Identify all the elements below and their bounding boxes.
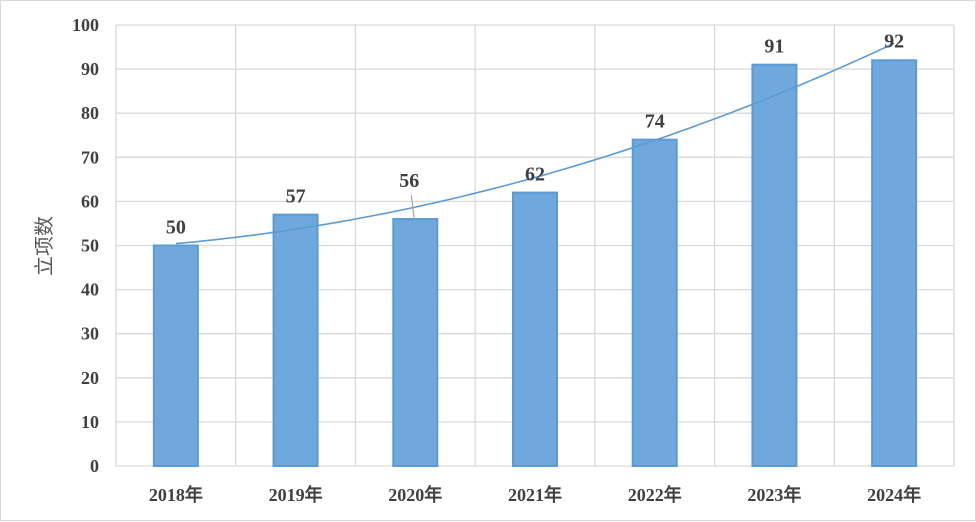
bar (392, 218, 439, 467)
x-tick-label: 2018年 (149, 484, 203, 505)
y-tick-label: 30 (81, 324, 99, 344)
bar (512, 191, 558, 468)
data-label: 57 (286, 186, 306, 208)
bar (631, 138, 678, 467)
data-label: 74 (645, 111, 665, 133)
x-tick-label: 2022年 (628, 484, 682, 505)
trendline (175, 42, 895, 245)
x-tick-label: 2019年 (269, 484, 323, 505)
bar (751, 63, 798, 467)
y-tick-label: 80 (81, 103, 99, 123)
x-tick-label: 2024年 (867, 484, 921, 505)
y-tick-label: 60 (81, 191, 99, 211)
bar (871, 59, 918, 467)
x-tick-label: 2020年 (388, 484, 442, 505)
y-tick-label: 20 (81, 368, 99, 388)
data-label: 50 (166, 217, 186, 239)
data-label: 62 (525, 164, 545, 186)
y-tick-label: 40 (81, 280, 99, 300)
y-axis-title: 立项数 (33, 216, 56, 276)
leader-line (410, 194, 415, 220)
data-label: 56 (399, 170, 419, 192)
data-label: 91 (764, 36, 784, 58)
y-tick-label: 100 (72, 15, 99, 35)
x-tick-label: 2021年 (508, 484, 562, 505)
x-tick-label: 2023年 (747, 484, 801, 505)
y-tick-label: 0 (90, 456, 99, 476)
data-label: 92 (884, 30, 904, 52)
bar (272, 213, 319, 467)
y-tick-label: 50 (81, 236, 99, 256)
bar (152, 244, 199, 467)
y-tick-label: 90 (81, 59, 99, 79)
y-tick-label: 70 (81, 147, 99, 167)
y-tick-label: 10 (81, 412, 99, 432)
